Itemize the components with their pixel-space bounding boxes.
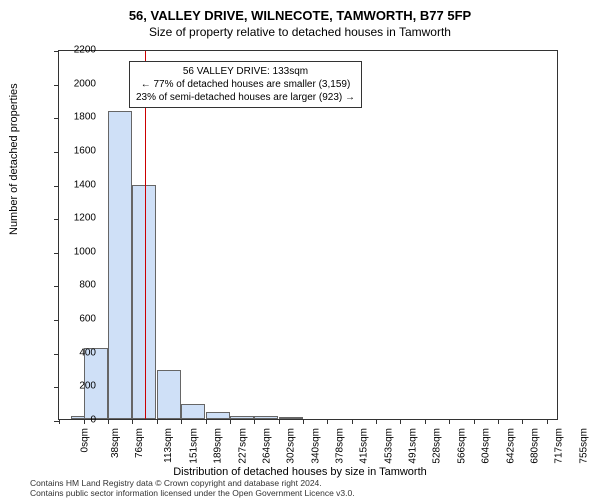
y-tick-label: 2000: [56, 78, 96, 89]
x-tick: [157, 419, 158, 424]
x-tick: [181, 419, 182, 424]
x-tick-label: 717sqm: [554, 428, 565, 464]
chart-title-sub: Size of property relative to detached ho…: [0, 23, 600, 39]
histogram-bar: [254, 416, 278, 419]
x-tick: [449, 419, 450, 424]
y-tick-label: 2200: [56, 45, 96, 56]
y-tick-label: 1800: [56, 112, 96, 123]
annotation-box: 56 VALLEY DRIVE: 133sqm← 77% of detached…: [129, 61, 362, 108]
x-tick: [352, 419, 353, 424]
x-tick: [132, 419, 133, 424]
histogram-bar: [181, 404, 205, 419]
annotation-line1: 56 VALLEY DRIVE: 133sqm: [136, 65, 355, 78]
x-tick: [425, 419, 426, 424]
x-tick: [279, 419, 280, 424]
footer-line2: Contains public sector information licen…: [30, 488, 355, 498]
x-tick: [547, 419, 548, 424]
x-tick: [376, 419, 377, 424]
x-tick-label: 491sqm: [408, 428, 419, 464]
x-tick: [303, 419, 304, 424]
x-tick: [474, 419, 475, 424]
x-tick: [108, 419, 109, 424]
y-tick-label: 0: [56, 415, 96, 426]
x-tick-label: 227sqm: [237, 428, 248, 464]
x-tick: [522, 419, 523, 424]
histogram-bar: [230, 416, 254, 419]
x-tick-label: 604sqm: [481, 428, 492, 464]
x-tick-label: 264sqm: [261, 428, 272, 464]
x-tick-label: 453sqm: [383, 428, 394, 464]
chart-plot-area: 56 VALLEY DRIVE: 133sqm← 77% of detached…: [58, 50, 558, 420]
x-tick: [206, 419, 207, 424]
x-tick-label: 415sqm: [359, 428, 370, 464]
x-tick-label: 642sqm: [505, 428, 516, 464]
histogram-bar: [279, 417, 303, 419]
y-tick-label: 600: [56, 314, 96, 325]
histogram-bar: [206, 412, 230, 419]
chart-title-main: 56, VALLEY DRIVE, WILNECOTE, TAMWORTH, B…: [0, 0, 600, 23]
y-tick-label: 400: [56, 347, 96, 358]
y-tick-label: 1200: [56, 213, 96, 224]
x-tick-label: 0sqm: [79, 428, 90, 452]
x-tick: [400, 419, 401, 424]
x-tick-label: 302sqm: [286, 428, 297, 464]
x-tick-label: 113sqm: [163, 428, 174, 463]
x-tick: [230, 419, 231, 424]
x-tick-label: 755sqm: [578, 428, 589, 464]
y-tick-label: 1000: [56, 246, 96, 257]
x-tick-label: 680sqm: [530, 428, 541, 464]
histogram-bar: [157, 370, 181, 419]
x-axis-label: Distribution of detached houses by size …: [0, 466, 600, 478]
x-tick-label: 566sqm: [456, 428, 467, 464]
x-tick: [327, 419, 328, 424]
x-tick-label: 151sqm: [188, 428, 199, 464]
x-tick-label: 38sqm: [110, 428, 121, 458]
x-tick-label: 378sqm: [335, 428, 346, 464]
annotation-line2: ← 77% of detached houses are smaller (3,…: [136, 78, 355, 91]
y-axis-label: Number of detached properties: [8, 83, 20, 235]
y-tick-label: 1600: [56, 145, 96, 156]
y-tick-label: 1400: [56, 179, 96, 190]
annotation-line3: 23% of semi-detached houses are larger (…: [136, 91, 355, 104]
footer-attribution: Contains HM Land Registry data © Crown c…: [30, 478, 355, 498]
x-tick: [498, 419, 499, 424]
x-tick-label: 528sqm: [432, 428, 443, 464]
footer-line1: Contains HM Land Registry data © Crown c…: [30, 478, 355, 488]
y-tick-label: 800: [56, 280, 96, 291]
y-tick-label: 200: [56, 381, 96, 392]
x-tick-label: 76sqm: [134, 428, 145, 458]
x-tick-label: 340sqm: [310, 428, 321, 464]
histogram-bar: [108, 111, 132, 419]
x-tick: [254, 419, 255, 424]
x-tick-label: 189sqm: [213, 428, 224, 464]
